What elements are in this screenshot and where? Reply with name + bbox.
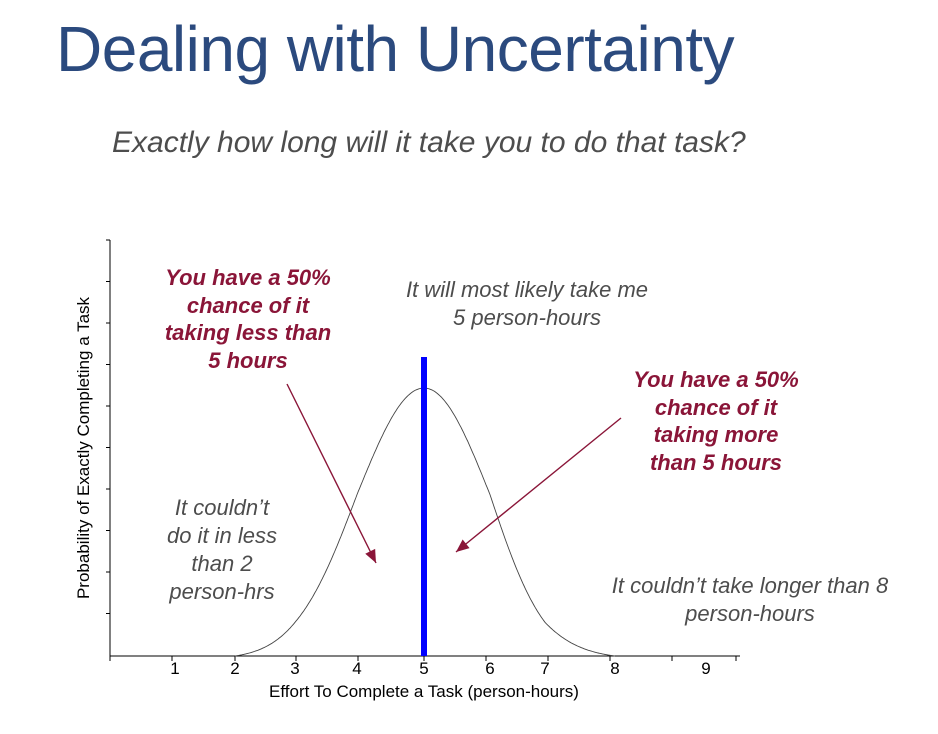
- x-tick-label: 6: [485, 659, 494, 678]
- less-than-five-note: You have a 50% chance of it taking less …: [128, 264, 368, 375]
- less-than-arrow: [286, 383, 377, 564]
- min-note-line: person-hrs: [169, 579, 275, 605]
- x-tick-label: 2: [230, 659, 239, 678]
- more-than-five-note: You have a 50% chance of it taking more …: [596, 366, 836, 477]
- slide-subtitle: Exactly how long will it take you to do …: [112, 126, 746, 159]
- most-likely-note-line: It will most likely take me: [405, 277, 649, 302]
- max-note-line: person-hours: [685, 601, 815, 627]
- x-axis-title: Effort To Complete a Task (person-hours): [269, 682, 579, 701]
- x-tick-label: 9: [701, 659, 710, 678]
- most-likely-note-line: 5 person-hours: [453, 305, 601, 331]
- less-note-line: chance of it: [186, 292, 310, 318]
- more-note-line: than 5 hours: [649, 450, 782, 476]
- max-note-line: It couldn’t take longer than 8: [611, 573, 889, 598]
- x-tick-label: 4: [352, 659, 361, 678]
- x-tick-labels: 1 2 3 4 5 6 7 8 9: [170, 659, 710, 678]
- more-note-line: taking more: [653, 422, 779, 448]
- less-note-line: You have a 50%: [165, 265, 331, 290]
- less-note-line: 5 hours: [208, 348, 288, 374]
- slide-title: Dealing with Uncertainty: [56, 13, 735, 85]
- min-note-line: It couldn’t: [174, 495, 270, 520]
- min-note-line: than 2: [191, 551, 253, 577]
- maximum-effort-note: It couldn’t take longer than 8 person-ho…: [590, 572, 910, 628]
- annotation-arrows: [286, 383, 622, 564]
- minimum-effort-note: It couldn’t do it in less than 2 person-…: [142, 494, 302, 607]
- most-likely-note: It will most likely take me 5 person-hou…: [372, 276, 682, 332]
- more-note-line: chance of it: [654, 394, 778, 420]
- y-axis-title: Probability of Exactly Completing a Task: [74, 296, 93, 599]
- x-tick-label: 1: [170, 659, 179, 678]
- less-note-line: taking less than: [164, 320, 332, 346]
- min-note-line: do it in less: [166, 523, 278, 549]
- x-tick-label: 8: [610, 659, 619, 678]
- x-tick-label: 3: [290, 659, 299, 678]
- x-tick-label: 5: [419, 659, 428, 678]
- x-tick-label: 7: [540, 659, 549, 678]
- more-note-line: You have a 50%: [633, 367, 799, 392]
- more-than-arrow: [455, 417, 622, 553]
